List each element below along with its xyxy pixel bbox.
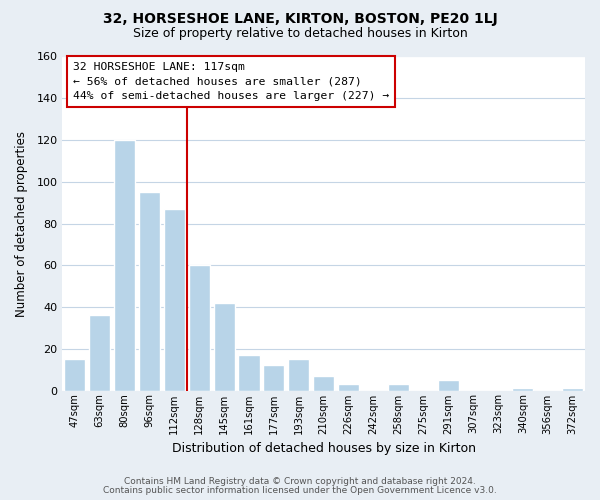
Bar: [313, 376, 334, 390]
Bar: [338, 384, 359, 390]
Bar: [288, 359, 310, 390]
Text: 32 HORSESHOE LANE: 117sqm
← 56% of detached houses are smaller (287)
44% of semi: 32 HORSESHOE LANE: 117sqm ← 56% of detac…: [73, 62, 389, 101]
Bar: [437, 380, 458, 390]
Bar: [238, 355, 260, 390]
X-axis label: Distribution of detached houses by size in Kirton: Distribution of detached houses by size …: [172, 442, 476, 455]
Text: Contains public sector information licensed under the Open Government Licence v3: Contains public sector information licen…: [103, 486, 497, 495]
Text: Size of property relative to detached houses in Kirton: Size of property relative to detached ho…: [133, 28, 467, 40]
Bar: [388, 384, 409, 390]
Bar: [562, 388, 583, 390]
Bar: [512, 388, 533, 390]
Text: Contains HM Land Registry data © Crown copyright and database right 2024.: Contains HM Land Registry data © Crown c…: [124, 477, 476, 486]
Bar: [188, 266, 210, 390]
Y-axis label: Number of detached properties: Number of detached properties: [15, 130, 28, 316]
Bar: [64, 359, 85, 390]
Bar: [139, 192, 160, 390]
Bar: [263, 366, 284, 390]
Bar: [89, 316, 110, 390]
Text: 32, HORSESHOE LANE, KIRTON, BOSTON, PE20 1LJ: 32, HORSESHOE LANE, KIRTON, BOSTON, PE20…: [103, 12, 497, 26]
Bar: [114, 140, 135, 390]
Bar: [214, 303, 235, 390]
Bar: [164, 209, 185, 390]
